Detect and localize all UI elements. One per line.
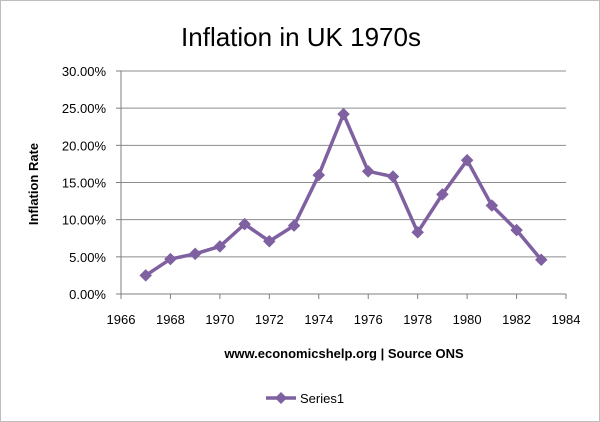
x-tick-label: 1972 <box>255 312 284 327</box>
data-point <box>312 168 326 182</box>
x-tick-label: 1968 <box>156 312 185 327</box>
data-point <box>485 199 499 212</box>
x-tick-label: 1974 <box>304 312 333 327</box>
legend: Series1 <box>266 391 344 406</box>
x-axis-title: www.economicshelp.org | Source ONS <box>223 346 464 361</box>
y-axis-ticks: 0.00% 5.00% 10.00% 15.00% 20.00% 25.00% 30.00% <box>62 64 121 302</box>
data-point <box>139 269 153 282</box>
x-tick-label: 1978 <box>403 312 432 327</box>
series-line <box>144 112 543 277</box>
data-point <box>361 164 375 178</box>
data-point <box>337 107 350 121</box>
data-point <box>386 170 400 183</box>
y-tick-label: 25.00% <box>62 101 107 116</box>
data-point <box>262 234 276 248</box>
series-group <box>139 107 548 282</box>
x-tick-label: 1984 <box>552 312 581 327</box>
legend-label: Series1 <box>300 391 344 406</box>
data-point <box>164 252 177 266</box>
data-point <box>213 240 227 253</box>
x-tick-label: 1980 <box>453 312 482 327</box>
x-tick-label: 1970 <box>205 312 234 327</box>
y-tick-label: 15.00% <box>62 176 107 191</box>
y-tick-label: 0.00% <box>69 287 106 302</box>
y-tick-label: 20.00% <box>62 138 107 153</box>
x-axis-ticks: 1966 1968 1970 1972 1974 1976 1978 1980 1982 1984 <box>107 294 581 327</box>
y-tick-label: 30.00% <box>62 64 107 79</box>
data-point <box>287 219 301 232</box>
data-point <box>510 223 523 237</box>
y-axis-title: Inflation Rate <box>26 143 41 225</box>
gridlines <box>121 70 566 258</box>
x-tick-label: 1976 <box>354 312 383 327</box>
y-tick-label: 5.00% <box>69 250 106 265</box>
data-point <box>436 188 449 201</box>
chart-title: Inflation in UK 1970s <box>181 22 421 52</box>
y-tick-label: 10.00% <box>62 213 107 228</box>
data-point <box>460 153 474 167</box>
data-point <box>238 217 251 231</box>
x-tick-label: 1982 <box>502 312 531 327</box>
legend-marker <box>275 392 287 404</box>
data-point <box>411 225 425 239</box>
x-tick-label: 1966 <box>107 312 136 327</box>
data-point <box>534 253 548 267</box>
data-point <box>188 247 202 261</box>
